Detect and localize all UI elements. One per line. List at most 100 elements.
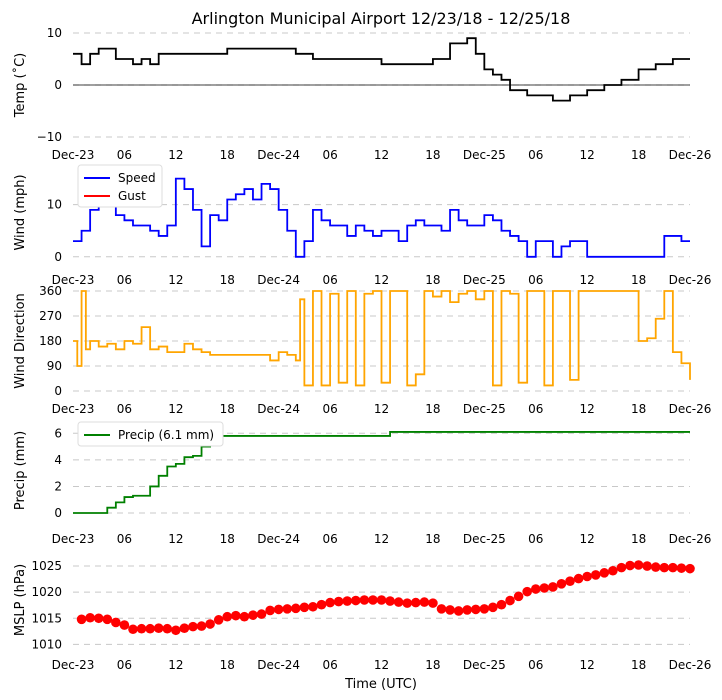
x-tick-label: 06 xyxy=(528,402,543,416)
x-tick-label: 06 xyxy=(117,273,132,287)
x-tick-label: 12 xyxy=(168,658,183,672)
x-axis-label: Time (UTC) xyxy=(344,677,417,692)
legend-precip xyxy=(77,421,224,447)
x-tick-label: 12 xyxy=(374,532,389,546)
mslp-point xyxy=(505,595,515,606)
mslp-point xyxy=(368,595,378,605)
x-tick-label: 06 xyxy=(117,148,132,162)
panel-precip: 6 4 2 0 Precip (mm) Dec-23 06 12 18 Dec-24 06 12 18 D… xyxy=(13,421,711,546)
x-tick-label: 18 xyxy=(631,658,646,672)
temp-series-line xyxy=(73,37,690,102)
mslp-point xyxy=(188,621,198,632)
x-tick-label: 12 xyxy=(168,148,183,162)
x-tick-label: 06 xyxy=(528,532,543,546)
mslp-point xyxy=(453,606,464,616)
x-tick-label: Dec-24 xyxy=(257,148,300,162)
x-tick-label: 18 xyxy=(425,532,440,546)
mslp-point xyxy=(445,605,455,615)
panel-wind: 10 0 Wind (mph) Dec-23 06 12 18 Dec-24 06 12 18 Dec… xyxy=(13,164,712,287)
x-tick-label: Dec-26 xyxy=(669,273,712,287)
mslp-point xyxy=(539,583,550,593)
mslp-point xyxy=(590,570,601,580)
y-tick-label: −10 xyxy=(37,130,62,144)
y-tick-label: 0 xyxy=(54,384,62,398)
x-tick-label: 12 xyxy=(374,148,389,162)
mslp-point xyxy=(325,597,335,608)
x-tick-label: 12 xyxy=(168,402,183,416)
x-tick-label: Dec-26 xyxy=(669,148,712,162)
mslp-point xyxy=(582,571,592,582)
x-tick-label: Dec-25 xyxy=(463,273,506,287)
mslp-point xyxy=(299,602,310,613)
x-tick-label: 18 xyxy=(631,532,646,546)
x-tick-label: Dec-25 xyxy=(463,658,506,672)
mslp-point xyxy=(385,596,395,606)
mslp-point xyxy=(213,615,224,625)
y-tick-label: 1020 xyxy=(31,585,62,599)
mslp-point xyxy=(256,609,267,619)
mslp-point xyxy=(565,576,575,586)
y-axis-label-mslp: MSLP (hPa) xyxy=(13,564,28,636)
x-tick-label: 18 xyxy=(631,402,646,416)
x-tick-label: 18 xyxy=(220,273,235,287)
x-tick-label: 06 xyxy=(528,273,543,287)
x-tick-label: 12 xyxy=(580,273,595,287)
mslp-point xyxy=(608,565,618,576)
x-tick-label: 12 xyxy=(580,658,595,672)
mslp-point xyxy=(496,599,507,610)
mslp-point xyxy=(436,604,447,614)
mslp-point xyxy=(162,623,173,634)
mslp-point xyxy=(119,620,130,630)
mslp-point xyxy=(633,560,644,570)
mslp-point xyxy=(616,562,627,573)
x-tick-label: 18 xyxy=(220,658,235,672)
mslp-point xyxy=(402,598,413,608)
mslp-point xyxy=(179,623,190,633)
mslp-point xyxy=(419,597,430,607)
x-tick-label: 06 xyxy=(528,658,543,672)
x-tick-label: 06 xyxy=(322,273,337,287)
y-tick-label: 270 xyxy=(39,309,62,323)
x-tick-label: 18 xyxy=(220,402,235,416)
y-tick-label: 10 xyxy=(47,26,62,40)
x-tick-label: 06 xyxy=(117,658,132,672)
legend-entry: Gust xyxy=(118,189,146,203)
x-tick-label: 12 xyxy=(374,273,389,287)
x-tick-label: Dec-25 xyxy=(463,148,506,162)
y-tick-label: 180 xyxy=(39,334,62,348)
mslp-point xyxy=(599,568,610,578)
mslp-point xyxy=(205,619,215,629)
mslp-point xyxy=(642,561,652,571)
mslp-point xyxy=(282,604,293,614)
mslp-point xyxy=(291,603,301,614)
x-tick-label: 06 xyxy=(322,148,337,162)
y-axis-label-dir: Wind Direction xyxy=(13,293,28,389)
x-tick-label: 12 xyxy=(374,658,389,672)
y-tick-label: 1015 xyxy=(31,611,62,625)
mslp-point xyxy=(316,599,327,610)
x-tick-label: Dec-26 xyxy=(669,402,712,416)
x-tick-label: 12 xyxy=(580,148,595,162)
mslp-point xyxy=(428,598,438,608)
chart-title: Arlington Municipal Airport 12/23/18 - 1… xyxy=(192,9,571,28)
x-tick-label: Dec-26 xyxy=(669,658,712,672)
mslp-point xyxy=(376,595,387,605)
y-tick-label: 1025 xyxy=(31,559,62,573)
mslp-point xyxy=(102,614,113,625)
x-tick-label: 18 xyxy=(425,273,440,287)
y-tick-label: 2 xyxy=(54,479,62,493)
mslp-point xyxy=(76,614,87,625)
mslp-point xyxy=(556,579,567,589)
mslp-point xyxy=(93,613,104,624)
x-tick-label: 06 xyxy=(117,402,132,416)
x-tick-label: Dec-24 xyxy=(257,532,300,546)
x-tick-label: Dec-25 xyxy=(463,532,506,546)
mslp-point xyxy=(479,604,490,614)
x-tick-label: Dec-23 xyxy=(52,402,95,416)
x-tick-label: 06 xyxy=(322,402,337,416)
mslp-point xyxy=(513,591,524,602)
x-tick-label: Dec-24 xyxy=(257,402,300,416)
